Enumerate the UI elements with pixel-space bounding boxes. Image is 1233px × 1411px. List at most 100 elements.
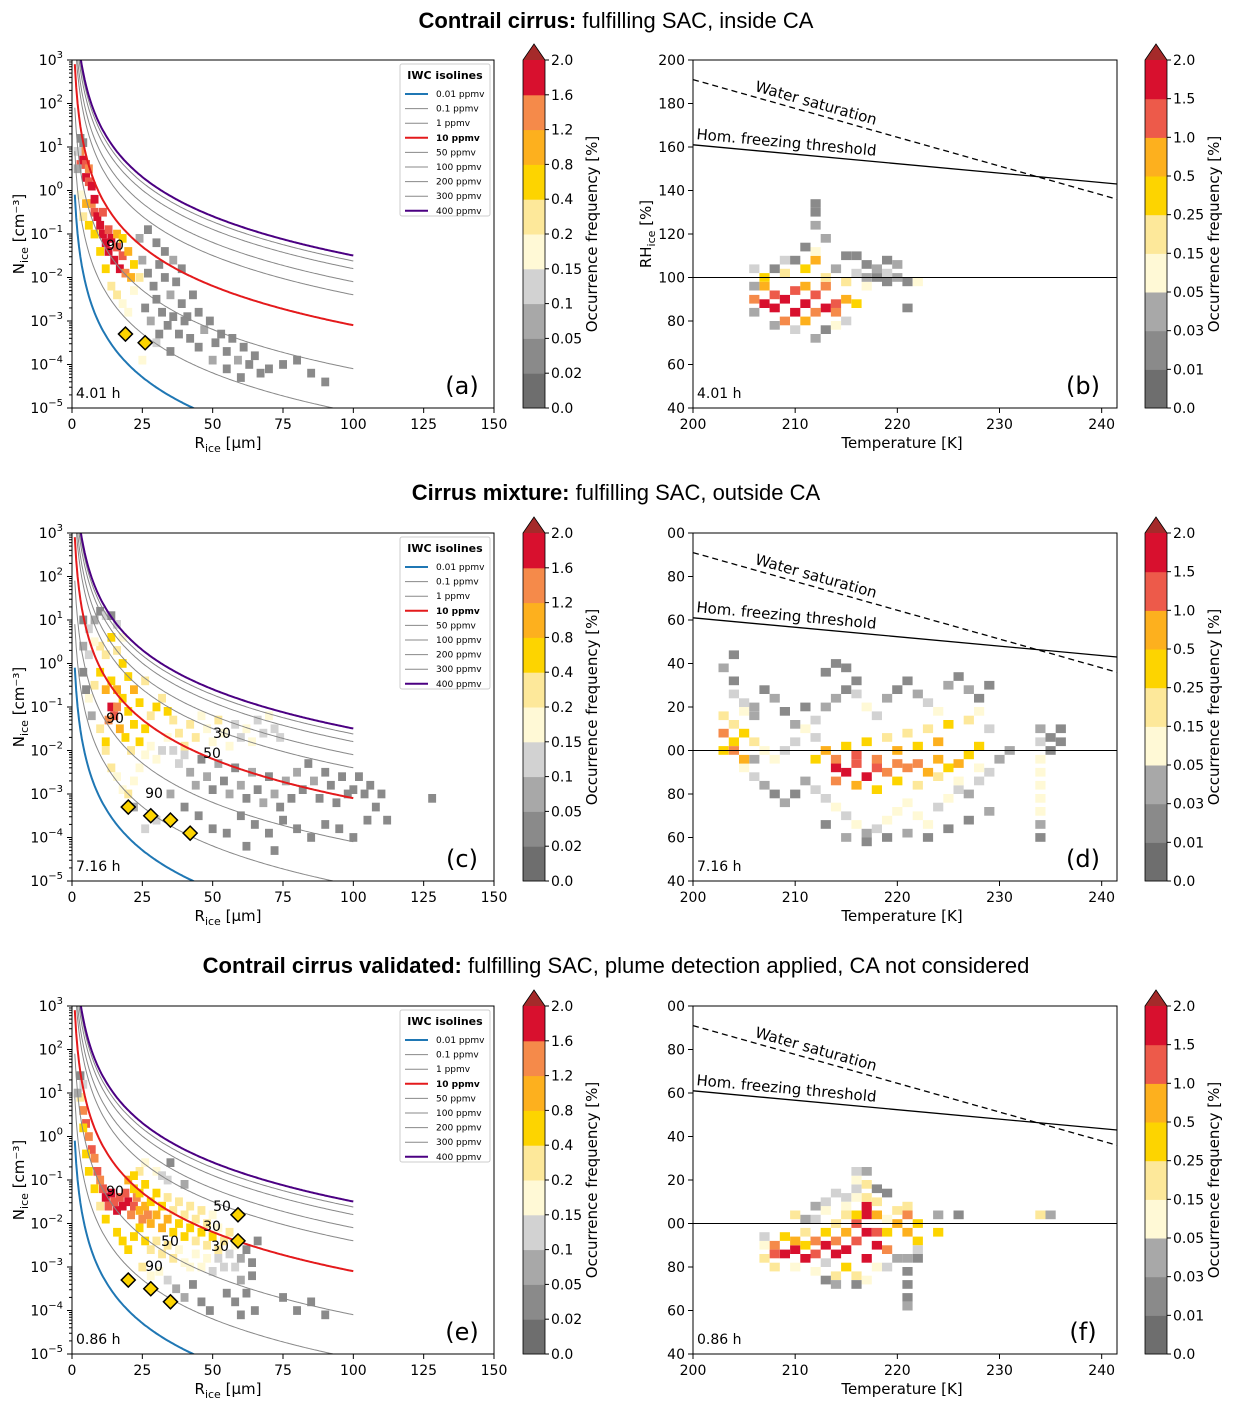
heatmap-cell bbox=[191, 780, 200, 790]
heatmap-cell bbox=[841, 277, 852, 287]
heatmap-cell bbox=[759, 1232, 770, 1241]
heatmap-cell bbox=[321, 820, 330, 829]
colorbar-label: Occurrence frequency [%] bbox=[583, 136, 601, 333]
heatmap-cell bbox=[800, 281, 811, 291]
heatmap-cell bbox=[820, 1227, 831, 1237]
heatmap-cell bbox=[779, 1232, 790, 1241]
heatmap-cell bbox=[107, 281, 116, 291]
colorbar-segment bbox=[1145, 1083, 1167, 1123]
heatmap-cell bbox=[107, 763, 116, 773]
heatmap-cell bbox=[138, 1214, 147, 1224]
heatmap-cell bbox=[166, 789, 175, 799]
heatmap-cell bbox=[779, 255, 790, 265]
heatmap-cell bbox=[749, 307, 760, 317]
heatmap-cell bbox=[769, 303, 780, 313]
heatmap-cell bbox=[253, 1236, 262, 1246]
heatmap-cell bbox=[882, 1188, 893, 1198]
y-tick-label: 101 bbox=[39, 137, 63, 156]
colorbar-segment bbox=[1145, 176, 1167, 216]
heatmap-cell bbox=[871, 264, 882, 274]
iwc-isoline-300-ppmv bbox=[79, 533, 354, 735]
heatmap-cell bbox=[933, 1210, 944, 1220]
heatmap-cell bbox=[245, 360, 254, 369]
colorbar-tick-label: 1.6 bbox=[551, 1034, 573, 1050]
panel-letter: (c) bbox=[446, 845, 478, 873]
colorbar-segment bbox=[1145, 1199, 1167, 1239]
heatmap-cell bbox=[135, 1206, 144, 1215]
heatmap-cell bbox=[984, 767, 995, 777]
hom-freezing-line bbox=[693, 144, 1117, 185]
heatmap-cell bbox=[121, 1188, 130, 1198]
heatmap-cell bbox=[155, 260, 164, 269]
heatmap-cell bbox=[279, 815, 287, 825]
y-tick-base: 10 bbox=[30, 874, 48, 890]
heatmap-cell bbox=[141, 1158, 150, 1167]
plot-background bbox=[693, 533, 1117, 881]
heatmap-cell bbox=[861, 737, 872, 747]
duration-label: 0.86 h bbox=[697, 1332, 742, 1348]
heatmap-cell bbox=[953, 759, 964, 768]
colorbar-segment bbox=[1145, 842, 1167, 882]
heatmap-cell bbox=[933, 754, 944, 764]
heatmap-cell bbox=[892, 807, 903, 816]
colorbar-tick-label: 0.01 bbox=[1173, 1308, 1204, 1324]
heatmap-cell bbox=[270, 724, 279, 734]
x-tick-label: 50 bbox=[204, 890, 222, 906]
colorbar-tick-label: 1.2 bbox=[551, 123, 573, 139]
heatmap-cell bbox=[259, 798, 268, 808]
heatmap-cell bbox=[256, 368, 265, 378]
heatmap-cell bbox=[115, 724, 124, 734]
heatmap-cell bbox=[830, 763, 842, 773]
heatmap-cell bbox=[749, 264, 760, 274]
iwc-isoline-1-ppmv bbox=[74, 107, 354, 370]
colorbar-tick-label: 0.02 bbox=[551, 366, 582, 382]
heatmap-cell bbox=[830, 802, 842, 812]
colorbar-label: Occurrence frequency [%] bbox=[1205, 1082, 1223, 1279]
median-marker bbox=[120, 798, 137, 816]
legend-title: IWC isolines bbox=[407, 542, 483, 555]
colorbar-tick-label: 1.2 bbox=[551, 596, 573, 612]
y-tick-label: 40 bbox=[667, 874, 685, 890]
heatmap-cell bbox=[141, 824, 150, 834]
iwc-isoline-400-ppmv bbox=[79, 533, 354, 730]
heatmap-cell bbox=[1035, 767, 1046, 777]
y-tick-exponent: −1 bbox=[48, 224, 63, 235]
legend-entry: 0.1 ppmv bbox=[436, 1051, 479, 1061]
colorbar-tick-label: 0.15 bbox=[551, 735, 582, 751]
contour-label: 90 bbox=[106, 238, 124, 254]
y-tick-base: 10 bbox=[30, 401, 48, 417]
colorbar-extend-arrow bbox=[523, 44, 545, 60]
heatmap-cell bbox=[769, 754, 780, 764]
colorbar-tick-label: 0.05 bbox=[551, 331, 582, 347]
panel-letter: (e) bbox=[445, 1318, 479, 1346]
colorbar-segment bbox=[523, 1284, 545, 1320]
heatmap-cell bbox=[912, 689, 923, 699]
heatmap-cell bbox=[208, 355, 217, 365]
legend-entry: 200 ppmv bbox=[436, 178, 482, 188]
y-tick-label: 10−5 bbox=[30, 871, 63, 890]
heatmap-cell bbox=[200, 325, 209, 334]
heatmap-cell bbox=[220, 776, 228, 786]
heatmap-cell bbox=[82, 685, 90, 694]
heatmap-cell bbox=[841, 741, 852, 751]
heatmap-cell bbox=[127, 1210, 135, 1220]
heatmap-cell bbox=[265, 711, 273, 721]
heatmap-cell bbox=[841, 685, 852, 694]
heatmap-cell bbox=[851, 820, 862, 829]
y-tick-base: 10 bbox=[39, 1086, 57, 1102]
heatmap-cell bbox=[186, 767, 195, 777]
row-title-rest: fulfilling SAC, inside CA bbox=[576, 8, 814, 33]
colorbar-segment bbox=[1145, 60, 1167, 100]
heatmap-cell bbox=[236, 1254, 245, 1263]
heatmap-cell bbox=[820, 794, 831, 803]
colorbar-segment bbox=[1145, 1238, 1167, 1278]
heatmap-cell bbox=[146, 1219, 155, 1228]
heatmap-cell bbox=[790, 255, 801, 265]
heatmap-cell bbox=[871, 1227, 882, 1237]
legend-entry: 100 ppmv bbox=[436, 636, 482, 646]
y-tick-label: 102 bbox=[39, 94, 63, 113]
y-tick-base: 10 bbox=[39, 613, 57, 629]
legend: IWC isolines 0.01 ppmv 0.1 ppmv 1 ppmv 10 pp… bbox=[399, 63, 491, 217]
contour-label: 50 bbox=[203, 746, 221, 762]
heatmap-cell bbox=[124, 707, 133, 716]
